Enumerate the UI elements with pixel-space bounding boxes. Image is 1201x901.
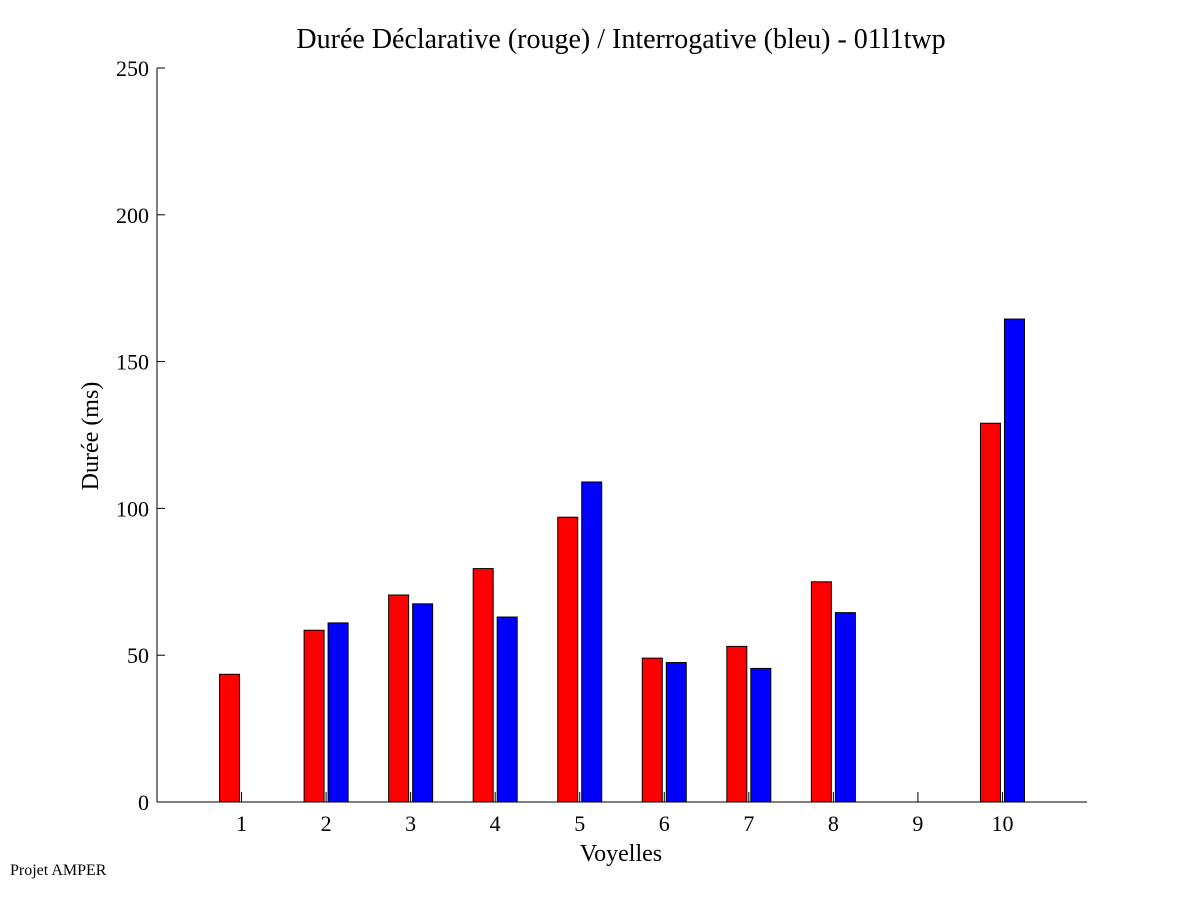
x-tick-label-1: 1 bbox=[236, 811, 247, 836]
x-tick-label-6: 6 bbox=[659, 811, 670, 836]
y-tick-label-250: 250 bbox=[116, 56, 149, 81]
y-ticks-group: 0 50 100 150 200 250 bbox=[116, 56, 165, 815]
y-tick-label-100: 100 bbox=[116, 496, 149, 521]
x-axis-label: Voyelles bbox=[580, 841, 662, 867]
bar-blue-6 bbox=[665, 662, 687, 803]
x-tick-label-9: 9 bbox=[912, 811, 923, 836]
axes-group bbox=[156, 68, 1087, 803]
bar-red-4 bbox=[472, 568, 494, 803]
bar-blue-10 bbox=[1003, 318, 1025, 803]
bar-blue-7 bbox=[750, 667, 772, 803]
x-tick-label-3: 3 bbox=[405, 811, 416, 836]
bar-red-10 bbox=[979, 422, 1001, 803]
bar-blue-5 bbox=[581, 481, 603, 803]
bar-blue-8 bbox=[834, 612, 856, 803]
bar-red-1 bbox=[219, 673, 241, 803]
bar-red-2 bbox=[303, 629, 325, 803]
y-tick-label-200: 200 bbox=[116, 203, 149, 228]
y-axis-label: Durée (ms) bbox=[78, 382, 104, 491]
x-tick-label-10: 10 bbox=[991, 811, 1013, 836]
y-tick-label-150: 150 bbox=[116, 350, 149, 375]
x-tick-label-7: 7 bbox=[743, 811, 754, 836]
bar-red-3 bbox=[388, 594, 410, 803]
y-tick-label-0: 0 bbox=[138, 790, 149, 815]
chart-title: Durée Déclarative (rouge) / Interrogativ… bbox=[296, 24, 945, 55]
x-tick-label-8: 8 bbox=[828, 811, 839, 836]
y-tick-label-50: 50 bbox=[127, 643, 149, 668]
bar-red-5 bbox=[557, 516, 579, 803]
bar-blue-2 bbox=[327, 622, 349, 803]
x-tick-label-2: 2 bbox=[321, 811, 332, 836]
bar-red-8 bbox=[810, 581, 832, 803]
bar-red-6 bbox=[641, 657, 663, 803]
x-ticks-group: 1 2 3 4 5 6 7 8 9 10 bbox=[236, 792, 1013, 836]
bar-blue-4 bbox=[496, 616, 518, 803]
x-tick-label-4: 4 bbox=[490, 811, 501, 836]
x-tick-label-5: 5 bbox=[574, 811, 585, 836]
footer-credit: Projet AMPER bbox=[10, 862, 107, 879]
bar-blue-3 bbox=[412, 603, 434, 803]
bars-group bbox=[219, 318, 1025, 803]
bar-red-7 bbox=[726, 645, 748, 803]
